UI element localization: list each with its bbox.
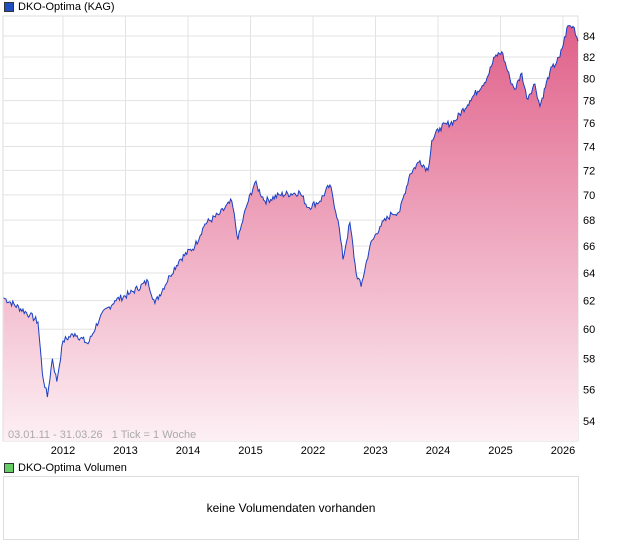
y-tick-label: 76 — [583, 118, 595, 130]
x-tick-label: 2013 — [113, 445, 137, 457]
y-tick-label: 66 — [583, 241, 595, 253]
chart-title: DKO-Optima (KAG) — [18, 1, 115, 13]
y-tick-label: 68 — [583, 215, 595, 227]
x-tick-label: 2025 — [488, 445, 512, 457]
y-tick-label: 56 — [583, 384, 595, 396]
price-swatch-icon — [4, 2, 14, 12]
volume-title: DKO-Optima Volumen — [18, 462, 127, 474]
x-tick-label: 2012 — [51, 445, 75, 457]
x-tick-label: 2026 — [551, 445, 575, 457]
y-tick-label: 78 — [583, 96, 595, 108]
volume-panel: keine Volumendaten vorhanden — [3, 476, 579, 540]
x-tick-label: 2015 — [238, 445, 262, 457]
series-area — [3, 25, 579, 441]
x-tick-label: 2024 — [426, 445, 450, 457]
y-tick-label: 54 — [583, 416, 595, 428]
y-tick-label: 72 — [583, 165, 595, 177]
volume-message: keine Volumendaten vorhanden — [206, 501, 376, 515]
y-tick-label: 62 — [583, 296, 595, 308]
y-tick-label: 74 — [583, 141, 595, 153]
y-tick-label: 60 — [583, 324, 595, 336]
series-line — [3, 25, 579, 398]
y-tick-label: 84 — [583, 31, 595, 43]
y-tick-label: 82 — [583, 52, 595, 64]
x-tick-label: 2014 — [176, 445, 200, 457]
price-legend: DKO-Optima (KAG) — [4, 1, 115, 13]
y-tick-label: 64 — [583, 268, 595, 280]
y-tick-label: 70 — [583, 190, 595, 202]
volume-legend: DKO-Optima Volumen — [4, 462, 127, 474]
volume-swatch-icon — [4, 463, 14, 473]
y-tick-label: 80 — [583, 74, 595, 86]
x-tick-label: 2023 — [363, 445, 387, 457]
price-chart: 54 56 58 60 62 64 66 68 70 72 74 76 78 80 82 84 2012 2013… — [2, 15, 595, 457]
y-tick-label: 58 — [583, 354, 595, 366]
date-range-info: 03.01.11 - 31.03.26 1 Tick = 1 Woche — [8, 429, 196, 441]
x-tick-label: 2022 — [301, 445, 325, 457]
